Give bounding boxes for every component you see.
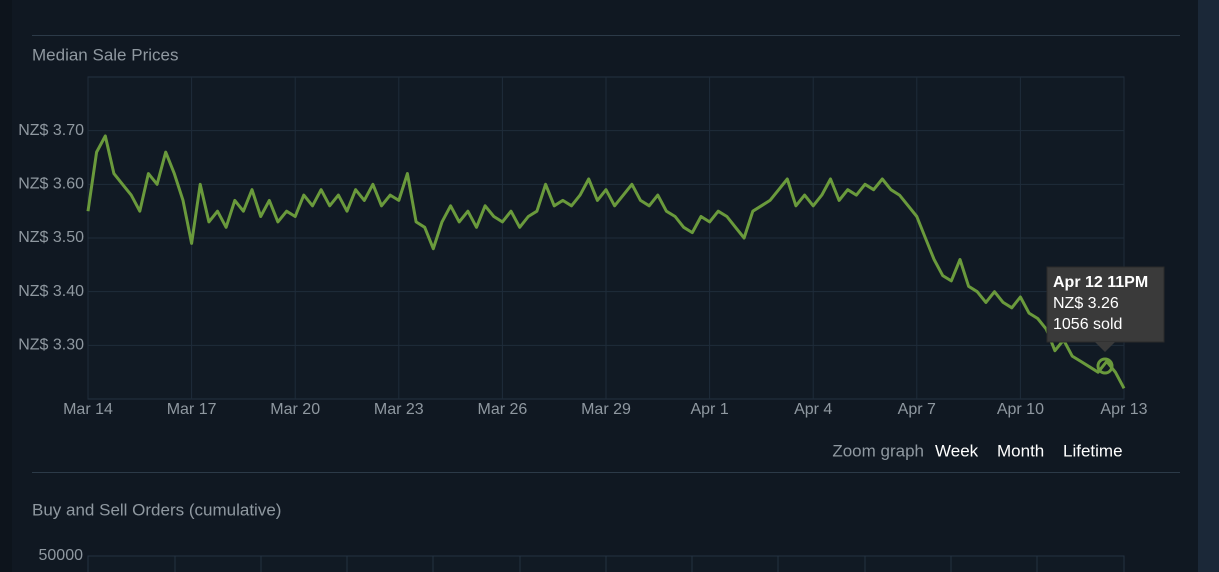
tooltip: Apr 12 11PM NZ$ 3.26 1056 sold	[1046, 266, 1165, 352]
x-tick-label: Mar 29	[581, 401, 631, 418]
y-tick-label: NZ$ 3.40	[18, 283, 84, 300]
x-tick-label: Apr 1	[690, 401, 728, 418]
tooltip-price: NZ$ 3.26	[1053, 295, 1119, 312]
zoom-option[interactable]: Lifetime	[1063, 441, 1123, 460]
tooltip-arrow	[1095, 342, 1115, 352]
y-tick-label: NZ$ 3.30	[18, 337, 84, 354]
x-tick-label: Mar 17	[167, 401, 217, 418]
tooltip-date: Apr 12 11PM	[1053, 274, 1148, 291]
price-line	[86, 134, 1126, 390]
section-title: Buy and Sell Orders (cumulative)	[32, 500, 281, 519]
y-tick-label: NZ$ 3.60	[18, 176, 84, 193]
zoom-option[interactable]: Month	[997, 441, 1044, 460]
x-tick-label: Mar 23	[374, 401, 424, 418]
zoom-label: Zoom graph	[832, 441, 924, 460]
x-tick-label: Apr 10	[997, 401, 1044, 418]
orders-plot	[87, 555, 1125, 572]
y-tick-label: 50000	[39, 547, 84, 564]
x-tick-label: Apr 7	[898, 401, 936, 418]
y-tick-label: NZ$ 3.70	[18, 122, 84, 139]
y-tick-label: NZ$ 3.50	[18, 229, 84, 246]
x-tick-label: Mar 20	[270, 401, 320, 418]
plot	[86, 134, 1126, 390]
zoom-option[interactable]: Week	[935, 441, 979, 460]
x-tick-label: Apr 13	[1100, 401, 1147, 418]
x-tick-label: Mar 14	[63, 401, 113, 418]
tooltip-sold: 1056 sold	[1053, 316, 1122, 333]
x-tick-label: Apr 4	[794, 401, 832, 418]
grid	[87, 77, 1125, 399]
chart-title: Median Sale Prices	[32, 45, 178, 64]
left-gutter	[0, 0, 12, 572]
tooltip-box	[1046, 266, 1165, 343]
x-tick-label: Mar 26	[478, 401, 528, 418]
right-gutter	[1198, 0, 1219, 572]
grid-lines	[174, 556, 1038, 572]
hover-marker	[1096, 357, 1114, 375]
